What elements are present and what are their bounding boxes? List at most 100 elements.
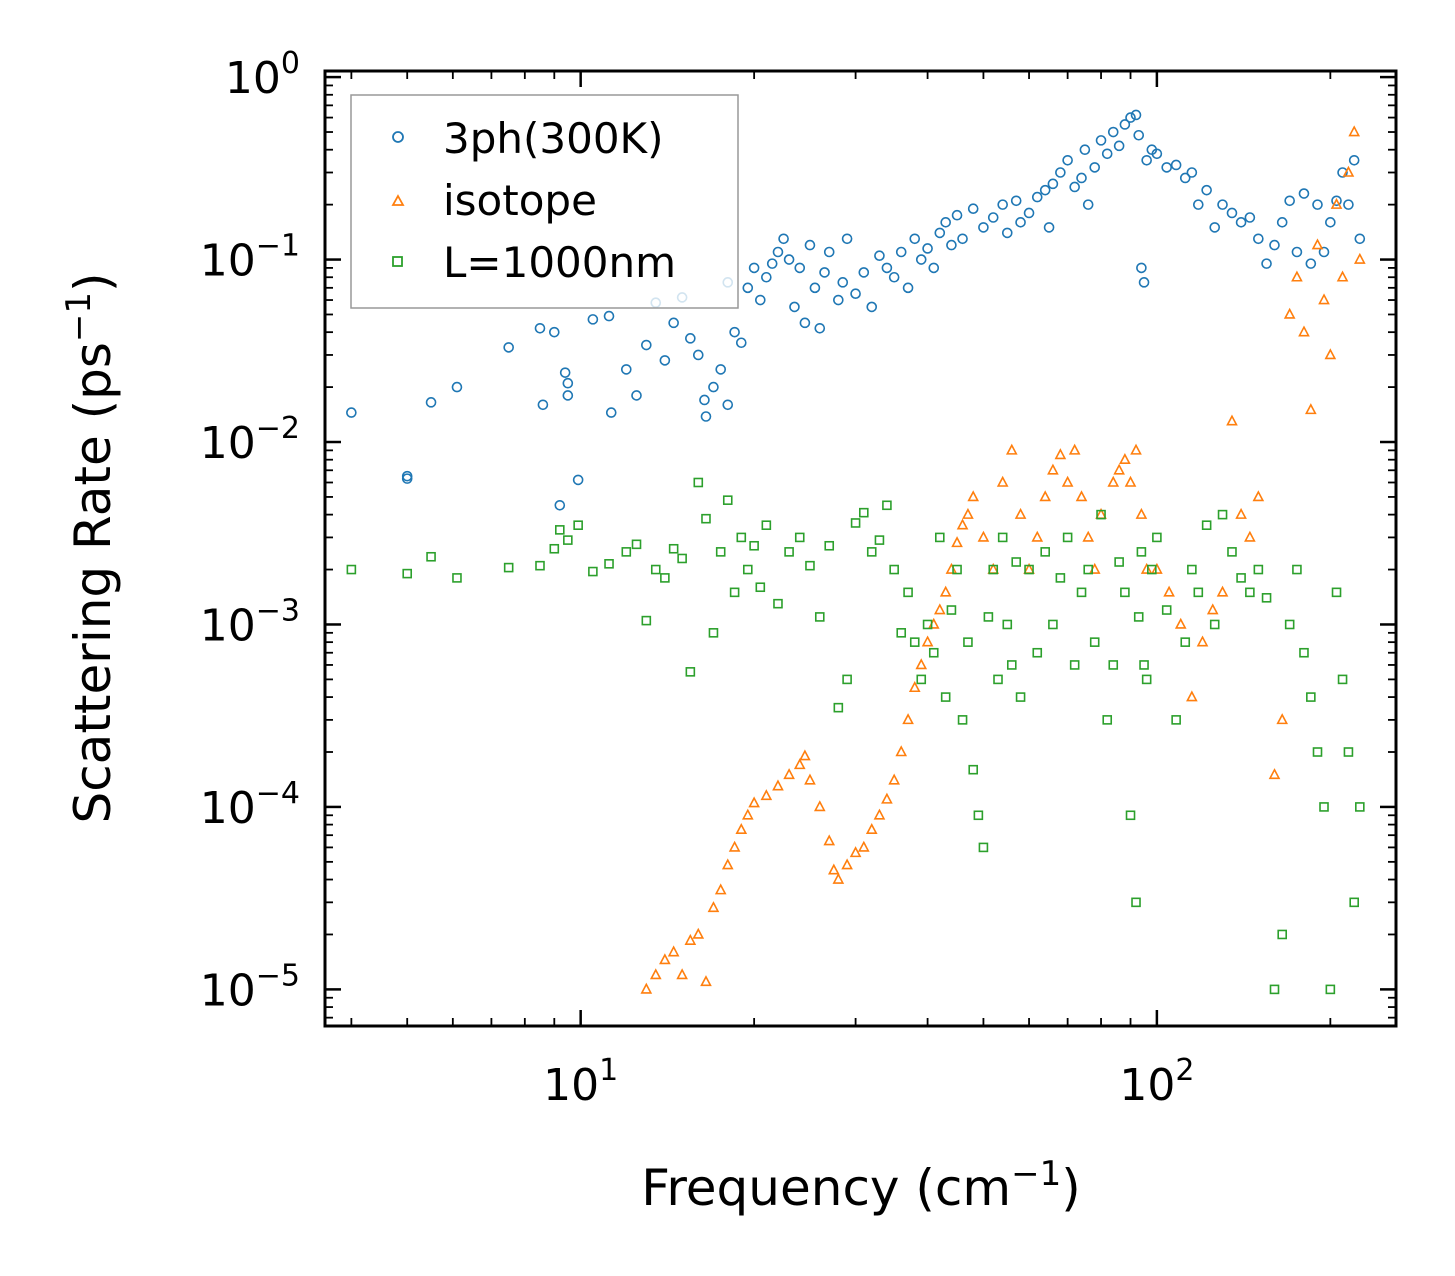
data-point-2-116 [1349,897,1359,908]
data-point-1-61 [1107,475,1120,487]
data-point-2-0 [346,564,357,575]
data-point-1-36 [921,635,934,647]
data-point-2-81 [1114,557,1124,567]
data-point-2-108 [1299,647,1309,658]
data-points-layer [346,109,1366,995]
data-point-0-57 [881,262,893,274]
data-point-0-109 [1217,199,1228,210]
data-point-1-2 [659,953,671,965]
data-point-2-109 [1306,692,1316,702]
data-point-1-18 [793,758,806,770]
data-point-0-48 [819,267,830,278]
data-point-2-42 [874,535,885,545]
data-point-2-111 [1319,802,1329,812]
y-tick-label-4: 10−4 [200,776,300,834]
data-point-0-97 [1136,262,1147,274]
data-point-1-81 [1283,307,1296,319]
data-point-0-54 [858,267,870,278]
data-point-0-113 [1253,233,1264,245]
data-point-0-24 [685,333,696,344]
data-point-2-100 [1236,573,1246,583]
data-point-0-52 [841,233,853,245]
data-point-2-30 [761,520,772,531]
data-point-2-92 [1171,715,1181,725]
data-point-1-13 [741,808,754,820]
data-point-2-103 [1261,593,1272,603]
data-point-2-31 [773,598,783,609]
data-point-1-80 [1276,713,1289,725]
data-point-2-75 [1076,587,1087,598]
data-point-1-91 [1348,125,1361,137]
data-point-0-34 [742,282,754,294]
legend-marker-3ph [392,131,404,143]
legend-marker-isotope [391,194,405,206]
data-point-2-69 [1032,647,1043,658]
data-point-2-47 [909,637,920,647]
data-point-0-122 [1318,246,1330,258]
data-point-1-48 [1005,443,1018,455]
data-point-2-26 [736,532,747,543]
data-point-2-7 [555,525,565,535]
y-tick-label-5: 10−5 [200,958,300,1016]
data-point-2-72 [1055,573,1066,583]
data-point-1-83 [1298,325,1310,337]
data-point-2-104 [1269,984,1280,995]
data-point-1-51 [1031,530,1044,542]
data-point-2-97 [1209,619,1220,630]
data-point-0-66 [940,217,951,228]
data-point-2-6 [549,543,560,554]
data-point-0-108 [1209,222,1221,233]
data-point-2-63 [997,532,1008,543]
x-tick-label-1: 102 [1119,1053,1194,1111]
data-point-2-59 [978,842,989,853]
data-point-2-61 [988,564,999,575]
data-point-0-61 [909,233,921,245]
data-point-0-39 [772,246,784,258]
data-point-1-79 [1268,768,1281,780]
data-point-2-9 [573,520,583,531]
data-point-2-99 [1227,547,1237,557]
data-point-2-93 [1180,637,1191,647]
data-point-1-22 [823,834,836,846]
data-point-0-84 [1069,181,1080,193]
data-point-0-110 [1226,207,1238,219]
data-point-0-26 [699,394,710,406]
data-point-2-65 [1006,660,1017,670]
data-point-2-76 [1083,564,1094,575]
y-tick-label-2: 10−2 [200,411,300,469]
data-point-1-20 [804,773,816,785]
data-point-1-64 [1124,475,1137,487]
data-point-0-99 [1141,154,1152,166]
data-point-0-90 [1101,148,1113,160]
data-point-2-52 [940,692,951,702]
data-point-0-12 [562,390,574,401]
data-point-0-21 [659,355,671,366]
data-point-2-40 [858,507,869,518]
data-point-2-18 [677,553,687,564]
data-point-1-65 [1130,443,1142,455]
data-point-1-23 [827,863,840,875]
data-point-0-11 [562,377,574,389]
y-tick-label-0: 100 [225,46,300,104]
data-point-2-67 [1015,692,1026,702]
data-point-0-104 [1179,172,1191,184]
data-point-1-55 [1061,475,1074,487]
data-point-0-77 [1023,207,1035,219]
series-2 [346,477,1365,995]
data-point-2-12 [621,547,632,557]
data-point-2-23 [715,547,726,557]
data-point-2-51 [934,532,945,543]
data-point-2-106 [1284,619,1295,630]
data-point-0-10 [559,367,571,378]
data-point-0-5 [503,342,514,353]
data-point-2-2 [426,551,436,562]
data-point-0-102 [1161,162,1172,173]
data-point-0-49 [823,246,835,258]
data-point-1-19 [799,749,811,761]
data-point-1-54 [1054,448,1067,460]
data-point-2-36 [824,540,835,551]
data-point-1-27 [857,840,870,852]
data-point-2-66 [1011,557,1022,567]
data-point-1-21 [813,800,826,812]
data-point-2-4 [503,562,514,573]
